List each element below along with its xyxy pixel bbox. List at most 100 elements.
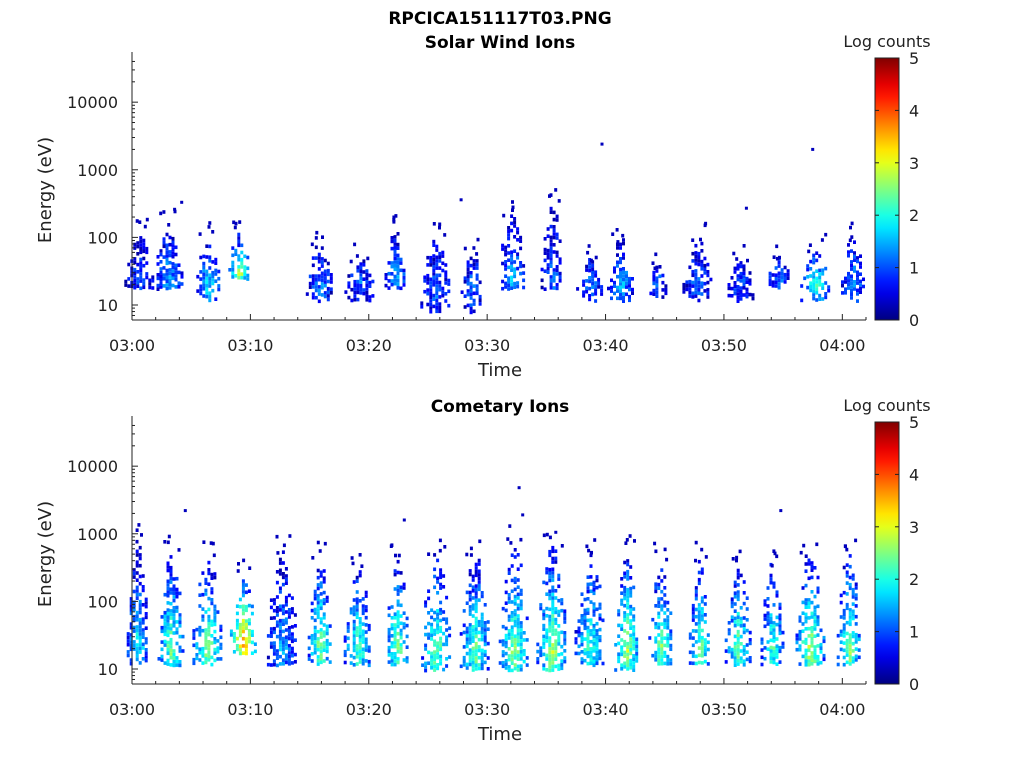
spectrogram-cell (626, 562, 630, 567)
spectrogram-cell (272, 608, 276, 613)
spectrogram-cell (135, 628, 139, 633)
spectrogram-cell (778, 617, 782, 621)
spectrogram-cell (522, 638, 526, 642)
burst (228, 220, 250, 281)
spectrogram-cell (824, 295, 828, 300)
spectrogram-cell (816, 575, 820, 580)
spectrogram-cell (367, 649, 371, 653)
spectrogram-cell (614, 643, 618, 647)
spectrogram-cell (355, 644, 359, 648)
spectrogram-cell (308, 285, 312, 289)
spectrogram-cell (213, 615, 217, 619)
spectrogram-cell (586, 654, 590, 659)
spectrogram-cell (580, 639, 584, 643)
spectrogram-cell (163, 643, 167, 647)
spectrogram-cell (809, 281, 813, 285)
spectrogram-cell (600, 292, 604, 296)
spectrogram-cell (311, 292, 315, 296)
spectrogram-cell (228, 268, 232, 272)
spectrogram-cell (663, 661, 667, 666)
spectrogram-cell (848, 618, 852, 623)
spectrogram-cell (237, 272, 241, 276)
spectrogram-cell (244, 637, 248, 641)
spectrogram-cell (313, 618, 317, 623)
spectrogram-cell (615, 228, 619, 232)
spectrogram-cell (660, 597, 664, 601)
spectrogram-cell (278, 561, 282, 565)
spectrogram-cell (742, 591, 746, 595)
spectrogram-cell (730, 286, 734, 291)
spectrogram-cell (697, 298, 701, 303)
spectrogram-cell (247, 629, 251, 633)
spectrogram-cell (807, 655, 811, 660)
spectrogram-cell (317, 252, 321, 257)
spectrogram-cell (359, 262, 363, 266)
spectrogram-cell (516, 639, 520, 643)
spectrogram-cell (438, 538, 442, 543)
spectrogram-cell (798, 615, 802, 620)
spectrogram-cell (548, 654, 552, 658)
spectrogram-cell (141, 574, 145, 578)
spectrogram-cell (474, 605, 478, 610)
spectrogram-cell (390, 236, 394, 240)
spectrogram-cell (661, 288, 665, 292)
spectrogram-cell (724, 638, 728, 643)
spectrogram-cell (736, 267, 740, 271)
spectrogram-cell (574, 640, 578, 645)
spectrogram-cell (554, 607, 558, 611)
spectrogram-cell (733, 634, 737, 639)
spectrogram-cell (346, 625, 350, 630)
spectrogram-cell (219, 635, 223, 640)
spectrogram-cell (589, 647, 593, 651)
spectrogram-cell (480, 594, 484, 599)
spectrogram-cell (625, 270, 628, 275)
spectrogram-cell (387, 645, 391, 650)
spectrogram-cell (471, 635, 475, 640)
spectrogram-cell (586, 643, 590, 648)
spectrogram-cell (859, 283, 862, 287)
spectrogram-cell (815, 269, 819, 273)
spectrogram-cell (237, 236, 241, 240)
spectrogram-cell (250, 633, 254, 637)
spectrogram-cell (439, 654, 443, 659)
spectrogram-cell (390, 634, 394, 638)
spectrogram-cell (192, 657, 196, 662)
spectrogram-cell (429, 291, 433, 296)
spectrogram-cell (138, 646, 142, 651)
burst (126, 523, 148, 666)
spectrogram-cell (145, 275, 149, 280)
spectrogram-cell (730, 294, 734, 298)
spectrogram-cell (504, 579, 508, 584)
spectrogram-cell (616, 246, 619, 250)
spectrogram-cell (392, 215, 396, 220)
spectrogram-cell (774, 277, 778, 281)
spectrogram-cell (549, 253, 553, 258)
spectrogram-cell (652, 281, 656, 286)
spectrogram-cell (730, 647, 734, 652)
spectrogram-cell (459, 664, 463, 669)
spectrogram-cell (733, 281, 737, 285)
spectrogram-cell (854, 647, 858, 651)
spectrogram-cell (471, 632, 475, 636)
spectrogram-cell (136, 277, 140, 281)
spectrogram-cell (588, 279, 592, 284)
spectrogram-cell (601, 661, 605, 666)
spectrogram-cell (250, 629, 254, 634)
spectrogram-cell (281, 658, 285, 662)
spectrogram-cell (439, 640, 443, 644)
spectrogram-cell (358, 642, 362, 646)
spectrogram-cell (445, 639, 449, 643)
spectrogram-cell (472, 291, 476, 296)
spectrogram-cell (192, 643, 196, 648)
spectrogram-cell (694, 290, 698, 295)
spectrogram-cell (580, 657, 584, 661)
spectrogram-cell (736, 274, 740, 278)
spectrogram-cell (435, 244, 439, 249)
spectrogram-cell (551, 621, 555, 626)
spectrogram-cell (694, 640, 698, 644)
spectrogram-cell (510, 286, 514, 290)
spectrogram-cell (742, 244, 746, 248)
spectrogram-cell (542, 638, 546, 642)
spectrogram-cell (175, 591, 179, 595)
spectrogram-cell (129, 643, 133, 648)
